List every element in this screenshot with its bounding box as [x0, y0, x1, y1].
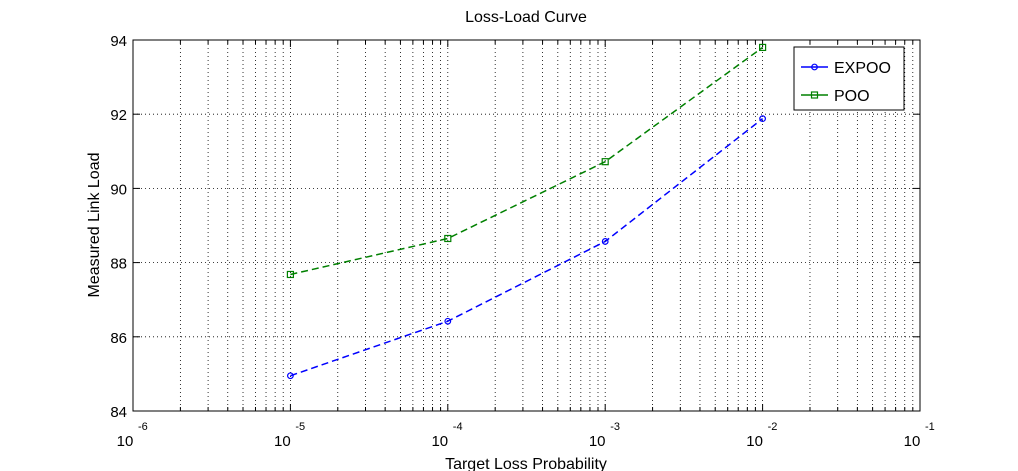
x-tick-label-exponent: -2 [768, 421, 778, 433]
data-point-poo [286, 270, 294, 279]
legend-label-expoo: EXPOO [834, 60, 891, 77]
x-tick-label-exponent: -4 [453, 421, 463, 433]
series-expoo [287, 115, 766, 380]
x-tick-label-base: 10 [117, 433, 134, 450]
axes-box [132, 39, 921, 412]
legend-entry-poo: POO [801, 88, 870, 105]
legend-box [793, 46, 905, 111]
y-axis-label: Measured Link Load [86, 153, 103, 298]
legend-entries: EXPOO POO [801, 60, 891, 105]
y-tick-label: 92 [110, 107, 127, 124]
data-point-expoo [759, 115, 766, 123]
legend-entry-expoo: EXPOO [801, 60, 891, 77]
x-tick-label-base: 10 [589, 433, 606, 450]
x-tick-label-exponent: -5 [295, 421, 305, 433]
series-layer [286, 43, 767, 380]
data-point-poo [758, 43, 767, 52]
x-tick-label-exponent: -6 [138, 421, 148, 433]
y-tick-label: 86 [110, 330, 127, 347]
data-point-poo [601, 158, 609, 166]
x-tick-label-exponent: -3 [610, 421, 620, 433]
y-tick-label: 84 [110, 404, 127, 421]
data-point-expoo [444, 317, 452, 325]
y-tick-label: 88 [110, 256, 127, 273]
legend-marker-poo [810, 91, 819, 99]
plot-area-background [133, 40, 920, 411]
data-point-expoo [287, 372, 294, 380]
legend: EXPOO POO [793, 46, 905, 111]
series-line-expoo [290, 118, 764, 377]
y-tick-labels: 84 86 88 90 92 94 [110, 33, 127, 421]
x-axis-label: Target Loss Probability [445, 456, 607, 471]
x-tick-label-base: 10 [904, 433, 921, 450]
y-tick-label: 94 [110, 33, 127, 50]
tick-marks [132, 39, 921, 412]
x-tick-label-exponent: -1 [925, 421, 935, 433]
x-tick-label-base: 10 [746, 433, 763, 450]
legend-marker-expoo [811, 63, 818, 71]
series-poo [286, 43, 767, 279]
x-tick-labels: 10 -6 10 -5 10 -4 10 -3 10 -2 10 -1 [117, 421, 935, 450]
y-tick-label: 90 [110, 181, 127, 198]
x-tick-label-base: 10 [274, 433, 291, 450]
legend-label-poo: POO [834, 88, 870, 105]
data-point-expoo [601, 238, 609, 245]
data-point-poo [444, 234, 452, 243]
chart-title: Loss-Load Curve [465, 9, 587, 26]
series-line-poo [290, 46, 764, 276]
x-tick-label-base: 10 [431, 433, 448, 450]
